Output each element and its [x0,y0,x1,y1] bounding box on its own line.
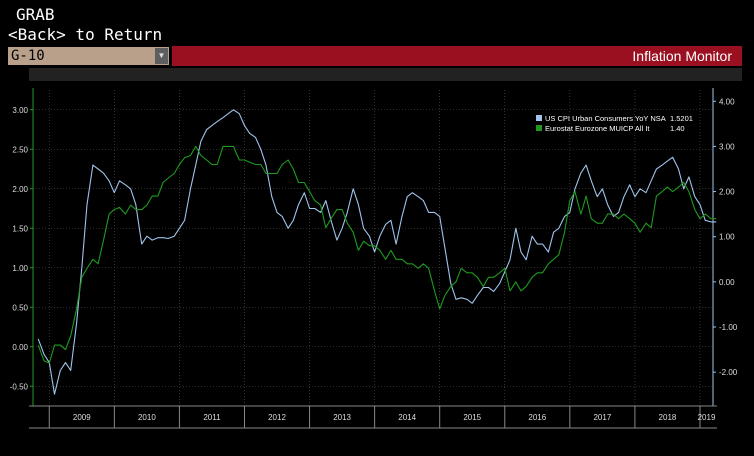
legend-label: Eurostat Eurozone MUICP All It [545,124,650,133]
x-axis-tick-label: 2011 [203,413,221,422]
x-axis-tick-label: 2013 [333,413,351,422]
left-axis-tick-label: -0.50 [10,382,29,391]
legend-swatch [536,125,542,131]
left-axis-tick-label: 1.00 [12,264,28,273]
left-axis-tick-label: 2.50 [12,145,28,154]
right-axis-tick-label: 2.00 [719,188,735,197]
chart-legend: US CPI Urban Consumers YoY NSA 1.5201 Euro… [536,114,693,133]
legend-swatch [536,115,542,121]
right-axis-tick-label: 0.00 [719,278,735,287]
right-axis-tick-label: -1.00 [719,323,738,332]
left-axis-tick-label: 3.00 [12,106,28,115]
right-axis-tick-label: 1.00 [719,233,735,242]
x-axis-tick-label: 2017 [593,413,611,422]
chart-grid [33,90,713,406]
region-selector[interactable]: G-10 ▼ [8,47,169,65]
x-axis-tick-label: 2012 [268,413,286,422]
chart-series [37,109,717,395]
chevron-down-icon[interactable]: ▼ [155,48,168,64]
right-axis-tick-label: 4.00 [719,97,735,106]
left-axis-tick-label: 1.50 [12,224,28,233]
left-axis-tick-label: 2.00 [12,185,28,194]
page-title: Inflation Monitor [632,48,732,64]
x-axis-tick-label: 2016 [528,413,546,422]
us-cpi-series-line [37,109,717,395]
legend-value: 1.40 [670,124,685,133]
grab-label: GRAB [16,5,55,24]
x-axis-strip [29,406,717,428]
x-axis-tick-label: 2009 [73,413,91,422]
title-bar: Inflation Monitor [172,46,742,66]
x-axis-tick-label: 2019 [698,413,716,422]
right-axis-tick-label: -2.00 [719,368,738,377]
chart-axes: -0.50 0.00 0.50 1.00 1.50 2.00 2.50 3.00 -2.00 -1… [10,88,738,429]
legend-label: US CPI Urban Consumers YoY NSA [545,114,666,123]
x-axis-tick-label: 2015 [463,413,481,422]
left-axis-tick-label: 0.50 [12,303,28,312]
legend-value: 1.5201 [670,114,693,123]
inflation-chart: -0.50 0.00 0.50 1.00 1.50 2.00 2.50 3.00 -2.00 -1… [10,88,738,429]
toolbar-strip [29,68,742,81]
right-axis-tick-label: 3.00 [719,142,735,151]
eurozone-muicp-series-line [37,145,717,364]
x-axis-tick-label: 2014 [398,413,416,422]
left-axis-tick-label: 0.00 [12,343,28,352]
region-selector-value: G-10 [11,48,45,64]
x-axis-tick-label: 2010 [138,413,156,422]
back-link[interactable]: <Back> to Return [8,25,163,44]
x-axis-tick-label: 2018 [659,413,677,422]
